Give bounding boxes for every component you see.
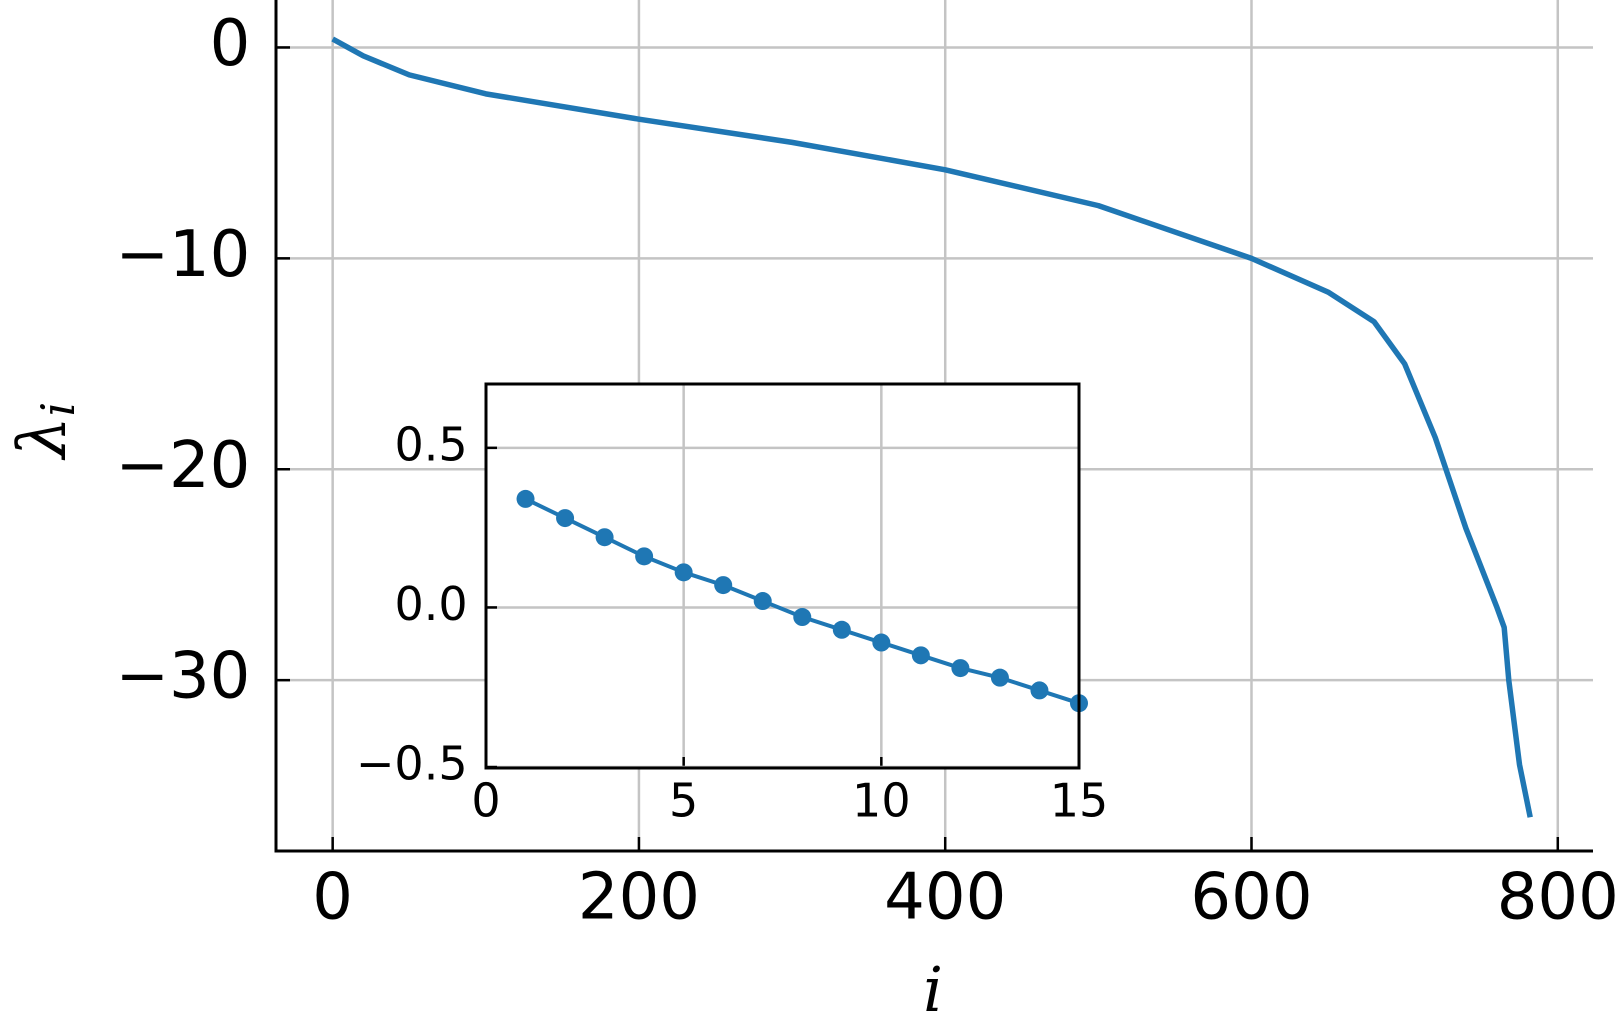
data-point [753, 592, 772, 611]
y-tick-label: −0.5 [356, 737, 468, 791]
data-point [793, 608, 812, 627]
data-point [516, 489, 535, 508]
data-point [714, 576, 733, 595]
y-axis-symbol: λ [4, 416, 81, 461]
x-tick-label: 10 [852, 773, 911, 827]
y-tick-label: −10 [115, 218, 250, 292]
y-tick-label: 0.0 [394, 577, 467, 631]
y-tick-label: 0.5 [394, 417, 467, 471]
inset-background [486, 384, 1079, 768]
data-line [331, 36, 1533, 818]
data-point [1030, 681, 1049, 700]
x-tick-label: 800 [1497, 860, 1619, 934]
y-axis-subscript: i [31, 402, 85, 417]
data-point [872, 633, 891, 652]
data-point [990, 668, 1009, 687]
x-tick-label: 600 [1190, 860, 1312, 934]
axes-spines [274, 0, 1593, 853]
data-point [951, 659, 970, 678]
axes-frame [484, 382, 1081, 770]
x-tick-label: 400 [884, 860, 1006, 934]
data-point [911, 646, 930, 665]
y-tick-label: 0 [210, 7, 251, 81]
data-point [595, 528, 614, 547]
x-tick-label: 200 [578, 860, 700, 934]
x-tick-label: 0 [312, 860, 353, 934]
x-tick-label: 0 [471, 773, 500, 827]
x-tick-label: 15 [1050, 773, 1109, 827]
data-point [674, 563, 693, 582]
data-point [556, 509, 575, 528]
x-tick-label: 5 [669, 773, 698, 827]
y-axis-label: λi [4, 402, 85, 462]
data-point [832, 620, 851, 639]
y-tick-label: −30 [115, 640, 250, 714]
y-tick-label: −20 [115, 429, 250, 503]
x-axis-label: i [923, 953, 943, 1024]
data-point [635, 547, 654, 566]
